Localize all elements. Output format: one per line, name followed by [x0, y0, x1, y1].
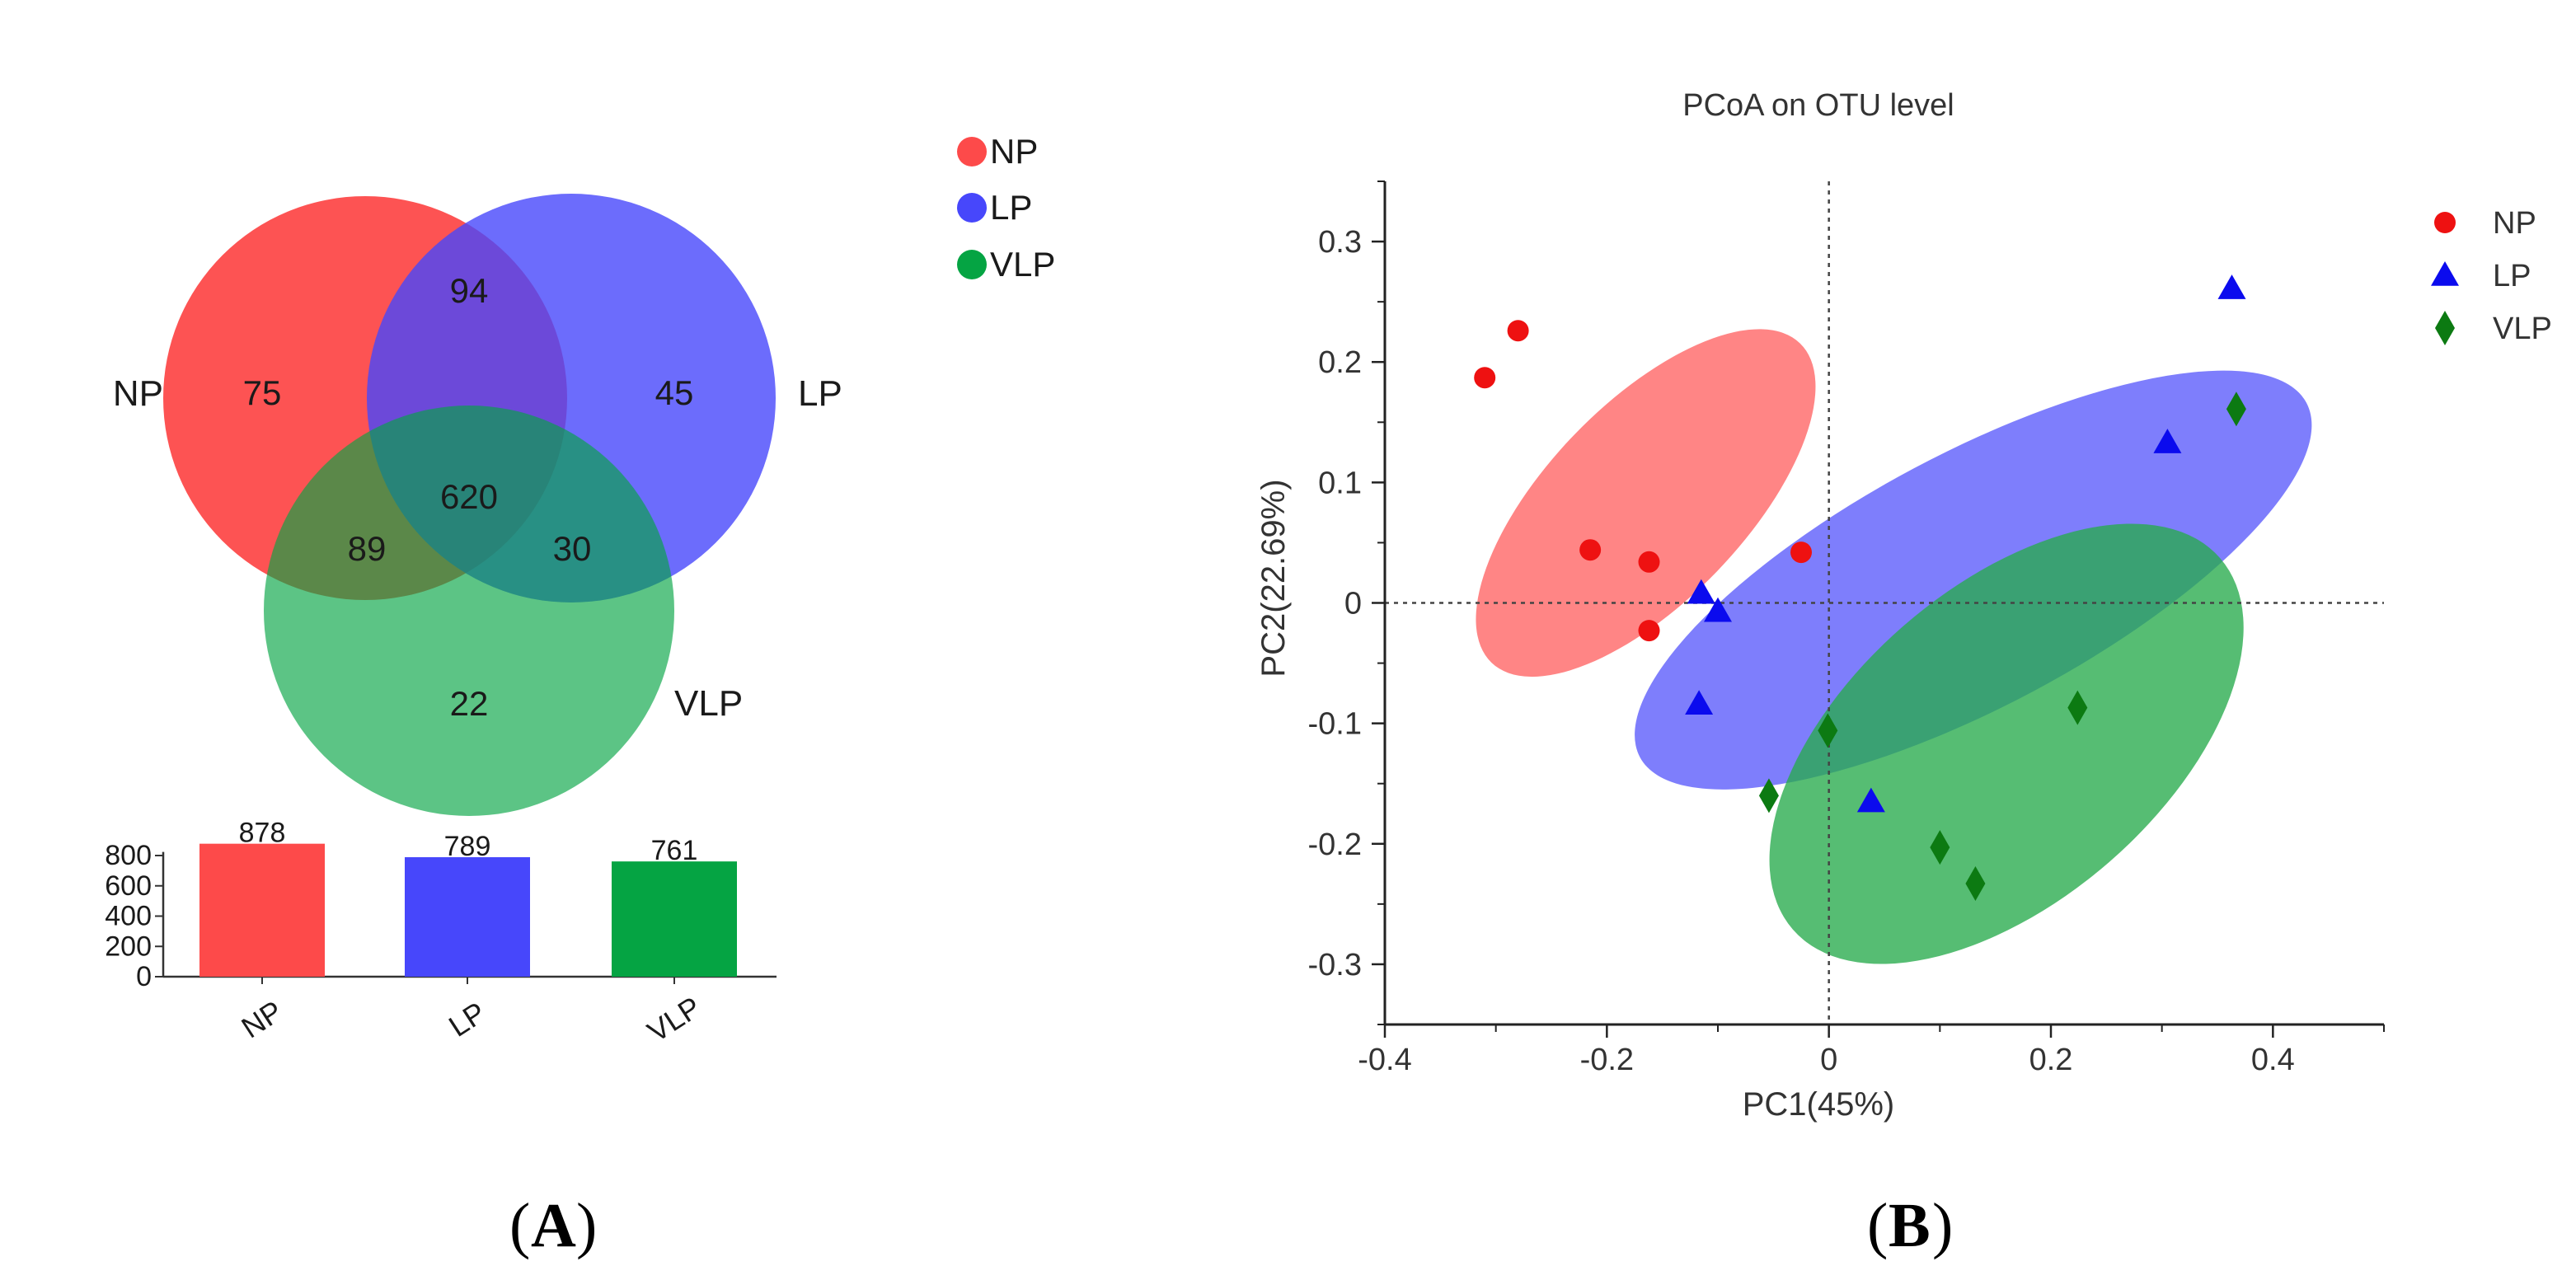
- venn-legend-label-vlp: VLP: [990, 245, 1055, 284]
- point-lp: [1687, 579, 1715, 604]
- point-vlp: [1818, 713, 1838, 748]
- pcoa-legend-marker-np: [2434, 212, 2456, 233]
- point-vlp: [2226, 392, 2246, 427]
- pcoa-y-tick-label: -0.1: [1308, 707, 1362, 742]
- pcoa-legend-label-lp: LP: [2493, 259, 2531, 293]
- pcoa-x-tick-label: 0.4: [2251, 1043, 2295, 1077]
- point-np: [1638, 620, 1660, 642]
- venn-set-label-np: NP: [113, 373, 163, 414]
- bar-y-tick-label: 0: [136, 961, 152, 992]
- point-vlp: [2067, 690, 2088, 725]
- point-np: [1638, 551, 1660, 573]
- bar-value-label: 761: [651, 835, 698, 866]
- bar-y-tick-label: 200: [105, 931, 152, 962]
- venn-set-label-lp: LP: [798, 373, 842, 414]
- point-np: [1507, 320, 1529, 342]
- bar-category-label: LP: [443, 995, 491, 1043]
- venn-legend: NP LP VLP: [957, 132, 1055, 284]
- bar-y-tick-label: 600: [105, 870, 152, 902]
- pcoa-y-tick-label: 0.2: [1318, 345, 1362, 380]
- pcoa-y-tick-label: 0: [1344, 587, 1362, 621]
- pcoa-y-tick-label: 0.3: [1318, 225, 1362, 260]
- bar-value-label: 789: [444, 831, 491, 862]
- venn-legend-swatch-lp: [957, 193, 987, 223]
- bar-y-tick-label: 400: [105, 901, 152, 932]
- bar-vlp: [612, 861, 737, 977]
- pcoa-title: PCoA on OTU level: [1682, 88, 1954, 123]
- venn-region-all: 620: [440, 477, 498, 516]
- venn-region-vlp-only: 22: [450, 684, 489, 723]
- point-np: [1474, 367, 1496, 389]
- bar-y-tick-label: 800: [105, 840, 152, 871]
- point-vlp: [1930, 830, 1950, 865]
- pcoa-legend-label-np: NP: [2493, 206, 2536, 241]
- pcoa-y-axis-label: PC2(22.69%): [1255, 479, 1292, 677]
- point-lp: [1704, 597, 1732, 622]
- pcoa-y-tick-label: -0.3: [1308, 948, 1362, 982]
- panel-label-b: ( B ): [1867, 1191, 1953, 1260]
- pcoa-x-tick-label: -0.4: [1358, 1043, 1411, 1077]
- pcoa-legend-label-vlp: VLP: [2493, 312, 2552, 346]
- svg-text:A: A: [531, 1191, 576, 1260]
- svg-text:(: (: [1867, 1191, 1888, 1260]
- point-vlp: [1965, 866, 1986, 902]
- venn-legend-swatch-np: [957, 137, 987, 166]
- ellipse-np: [1476, 329, 1816, 678]
- venn-region-lp-vlp: 30: [553, 529, 592, 568]
- pcoa-legend-marker-lp: [2431, 261, 2459, 286]
- point-np: [1790, 542, 1812, 564]
- venn-region-np-lp: 94: [450, 271, 489, 310]
- venn-region-np-only: 75: [243, 373, 282, 412]
- bar-lp: [405, 857, 530, 977]
- svg-text:B: B: [1889, 1191, 1931, 1260]
- venn-legend-swatch-vlp: [957, 250, 987, 279]
- venn-region-lp-only: 45: [655, 373, 694, 412]
- bar-category-label: NP: [236, 994, 289, 1045]
- pcoa-y-tick-label: -0.2: [1308, 828, 1362, 862]
- venn-set-label-vlp: VLP: [674, 683, 743, 724]
- point-lp: [1685, 690, 1714, 715]
- pcoa-x-tick-label: -0.2: [1580, 1043, 1634, 1077]
- pcoa-legend-marker-vlp: [2435, 311, 2455, 345]
- point-np: [1579, 539, 1602, 561]
- bar-np: [199, 843, 325, 977]
- pcoa-x-axis-label: PC1(45%): [1743, 1086, 1895, 1123]
- venn-legend-label-np: NP: [990, 132, 1038, 171]
- pcoa-x-tick-label: 0: [1820, 1043, 1837, 1077]
- venn-diagram: 75 45 22 94 89 30 620 NP LP VLP: [113, 194, 842, 816]
- point-vlp: [1758, 778, 1779, 813]
- panel-label-a: ( A ): [509, 1191, 597, 1260]
- bar-category-label: VLP: [641, 990, 706, 1048]
- pcoa-x-tick-label: 0.2: [2029, 1043, 2073, 1077]
- point-lp: [2217, 274, 2246, 299]
- pcoa-y-tick-label: 0.1: [1318, 466, 1362, 500]
- svg-text:): ): [1932, 1191, 1953, 1260]
- bar-value-label: 878: [239, 818, 286, 849]
- point-lp: [2153, 429, 2182, 453]
- svg-text:(: (: [509, 1191, 530, 1260]
- venn-circle-vlp: [264, 406, 674, 816]
- point-lp: [1856, 787, 1885, 813]
- pcoa-chart: PCoA on OTU level -0.4 -0.2 0 0.2 0.4 -0.3 -0.2…: [1255, 88, 2552, 1123]
- ellipse-vlp: [1769, 523, 2244, 964]
- venn-region-np-vlp: 89: [348, 529, 387, 568]
- venn-legend-label-lp: LP: [990, 188, 1032, 227]
- svg-text:): ): [576, 1191, 597, 1260]
